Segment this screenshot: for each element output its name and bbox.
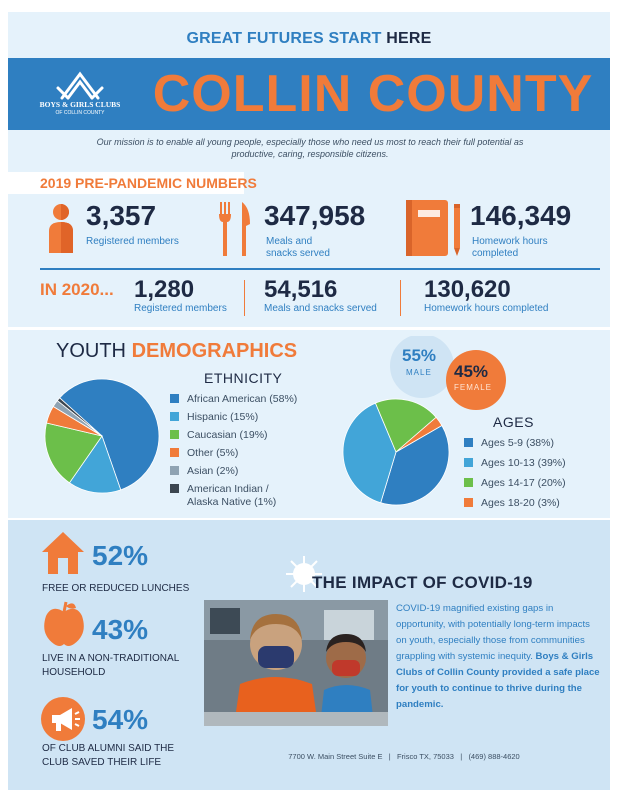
male-pct: 55% [402,346,437,365]
prepandemic-title: 2019 PRE-PANDEMIC NUMBERS [40,175,257,191]
legend-swatch [170,430,179,439]
legend-swatch [170,484,179,493]
logo-name: BOYS & GIRLS CLUBS [39,100,121,109]
meals-2019-label-2: snacks served [266,248,330,259]
legend-item-continued: Alaska Native (1%) [187,496,277,508]
pie-slice-hispanic [68,435,122,494]
legend-swatch [464,458,473,467]
ethnicity-legend: African American (58%) Hispanic (15%) Ca… [170,393,330,509]
virus-icon [286,556,322,592]
ages-legend: Ages 5-9 (38%) Ages 10-13 (39%) Ages 14-… [464,437,604,510]
homework-2019-value: 146,349 [470,200,572,231]
demographics-title: YOUTH DEMOGRAPHICS [56,340,298,362]
meals-2020-value: 54,516 [264,276,338,303]
legend-swatch [464,438,473,447]
legend-item: Hispanic (15%) [170,411,330,424]
covid-title: THE IMPACT OF COVID-19 [312,573,533,592]
notebook-pencil-icon [406,200,460,256]
pie-slice-ages-5-9 [380,424,450,506]
pie-slice-african-american [59,378,160,491]
footer-contact: 7700 W. Main Street Suite E | Frisco TX,… [204,752,604,761]
meals-2019-value: 347,958 [264,200,366,231]
footer-city: Frisco TX, 75033 [396,752,454,761]
stat-household-caption-2: HOUSEHOLD [42,667,106,678]
homework-2020-label: Homework hours completed [424,303,549,314]
legend-item: Ages 18-20 (3%) [464,497,604,510]
legend-item: Asian (2%) [170,465,330,478]
year-2020-title: IN 2020... [40,280,114,299]
members-2020-value: 1,280 [134,276,195,303]
stat-lunches-pct: 52% [92,540,149,571]
legend-item: Ages 10-13 (39%) [464,457,604,470]
footer-address: 7700 W. Main Street Suite E [288,752,383,761]
members-2019-value: 3,357 [86,200,157,231]
male-label: MALE [406,368,432,377]
stat-alumni-caption-1: OF CLUB ALUMNI SAID THE [42,743,175,754]
meals-2019-label-1: Meals and [266,236,313,247]
stat-alumni-pct: 54% [92,704,149,735]
apple-icon [44,601,84,646]
legend-swatch [464,478,473,487]
fork-knife-icon [219,202,250,256]
house-icon [42,532,84,574]
title-banner [8,58,610,130]
legend-swatch [170,448,179,457]
stat-alumni-caption-2: CLUB SAVED THEIR LIFE [42,757,162,768]
homework-2019-label-1: Homework hours [472,236,548,247]
meals-2020-label: Meals and snacks served [264,303,377,314]
section-divider [40,268,600,270]
legend-swatch [170,394,179,403]
members-2019-label: Registered members [86,236,179,247]
county-title: COLLIN COUNTY [152,65,594,123]
legend-item: African American (58%) [170,393,330,406]
legend-item: Caucasian (19%) [170,429,330,442]
ethnicity-pie-chart [44,378,160,494]
pie-slice-ages-18-20 [395,416,443,453]
legend-item: Ages 5-9 (38%) [464,437,604,450]
gender-bubbles [390,336,506,410]
homework-2019-label-2: completed [472,248,519,259]
female-label: FEMALE [454,383,493,392]
person-icon [49,204,73,253]
female-pct: 45% [454,362,489,381]
legend-swatch [464,498,473,507]
stat-lunches-caption: FREE OR REDUCED LUNCHES [42,583,190,594]
legend-swatch [170,466,179,475]
stat-household-pct: 43% [92,614,149,645]
stat-household-caption-1: LIVE IN A NON-TRADITIONAL [42,653,180,664]
ages-title: AGES [493,414,534,430]
members-2020-label: Registered members [134,303,227,314]
legend-item: Other (5%) [170,447,330,460]
club-logo-icon [56,71,104,100]
legend-item: Ages 14-17 (20%) [464,477,604,490]
ethnicity-title: ETHNICITY [204,370,283,386]
divider-line [244,280,245,316]
prepandemic-label-bg [8,172,244,194]
logo-subtitle: OF COLLIN COUNTY [55,110,105,116]
footer-separator: | [388,752,391,761]
megaphone-icon [41,697,85,741]
divider-line [400,280,401,316]
children-masks-photo [204,600,388,726]
footer-phone: (469) 888-4620 [468,752,520,761]
pie-slice-ages-14-17 [374,398,437,453]
tagline: GREAT FUTURES START HERE [186,30,432,47]
mission-statement: Our mission is to enable all young peopl… [96,137,524,159]
legend-swatch [170,412,179,421]
pie-slice-american-indian-alaska-native [56,397,103,437]
pie-slice-ages-10-13 [342,402,397,504]
homework-2020-value: 130,620 [424,276,511,303]
ages-pie-chart [342,398,450,506]
footer-separator: | [460,752,463,761]
covid-text: COVID-19 magnified existing gaps in oppo… [396,603,600,710]
pie-slice-caucasian [44,422,103,484]
legend-item: American Indian / [170,483,330,496]
